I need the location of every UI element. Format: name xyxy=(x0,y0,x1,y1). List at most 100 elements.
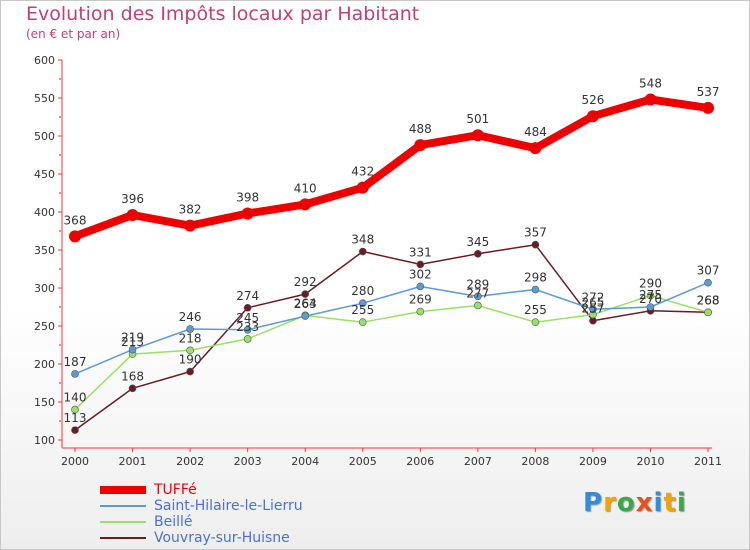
data-point-3 xyxy=(128,384,137,393)
data-label: 307 xyxy=(697,264,720,278)
data-label: 432 xyxy=(351,165,374,179)
data-point-0 xyxy=(184,219,197,232)
y-minor-tick xyxy=(59,230,61,232)
data-point-0 xyxy=(126,209,139,222)
data-label: 257 xyxy=(581,302,604,316)
legend-label: Beillé xyxy=(154,514,193,530)
data-label: 368 xyxy=(64,213,87,227)
data-point-3 xyxy=(186,367,194,376)
data-label: 298 xyxy=(524,271,547,285)
data-label: 265 xyxy=(581,296,604,310)
data-label: 348 xyxy=(351,233,374,247)
data-point-3 xyxy=(531,240,540,249)
data-point-1 xyxy=(243,325,252,334)
data-label: 233 xyxy=(236,320,259,334)
data-label: 280 xyxy=(351,284,374,298)
logo-letter: i xyxy=(676,488,687,518)
x-tick-label: 2003 xyxy=(234,455,262,468)
y-minor-tick xyxy=(59,420,61,422)
data-label: 501 xyxy=(466,112,489,126)
data-label: 268 xyxy=(697,293,720,307)
data-point-1 xyxy=(531,285,540,294)
data-label: 289 xyxy=(466,277,489,291)
y-tick-label: 250 xyxy=(34,320,55,333)
data-label: 396 xyxy=(121,192,144,206)
x-tick-label: 2009 xyxy=(579,455,607,468)
data-label: 219 xyxy=(121,331,144,345)
y-tick-label: 600 xyxy=(34,54,55,67)
y-minor-tick xyxy=(59,78,61,80)
data-point-0 xyxy=(529,142,542,155)
data-label: 302 xyxy=(409,267,432,281)
data-label: 255 xyxy=(351,303,374,317)
data-point-2 xyxy=(531,318,540,327)
data-label: 268 xyxy=(697,293,720,307)
legend-label: Vouvray-sur-Huisne xyxy=(154,530,290,546)
y-minor-tick xyxy=(59,344,61,346)
data-point-1 xyxy=(589,305,597,314)
data-point-1 xyxy=(186,325,194,333)
data-point-0 xyxy=(586,110,599,123)
data-point-1 xyxy=(646,303,655,311)
data-label: 113 xyxy=(64,411,87,425)
data-point-3 xyxy=(243,303,252,312)
data-point-3 xyxy=(301,290,310,298)
y-tick-label: 100 xyxy=(34,434,55,447)
data-point-0 xyxy=(702,101,715,114)
data-label: 292 xyxy=(294,275,317,289)
logo-letter: i xyxy=(653,488,664,518)
data-point-1 xyxy=(128,345,137,354)
data-label: 357 xyxy=(524,226,547,240)
data-label: 263 xyxy=(294,297,317,311)
y-tick-label: 500 xyxy=(34,130,55,143)
y-minor-tick xyxy=(59,306,61,308)
data-point-0 xyxy=(299,198,312,211)
data-label: 398 xyxy=(236,191,259,205)
x-tick-label: 2001 xyxy=(119,455,147,468)
data-point-2 xyxy=(416,307,425,316)
data-point-2 xyxy=(474,301,482,310)
logo-letter: P xyxy=(583,488,604,518)
x-tick-label: 2000 xyxy=(61,455,89,468)
legend-swatch xyxy=(100,537,146,539)
data-point-2 xyxy=(71,405,79,414)
x-tick-label: 2002 xyxy=(176,455,204,468)
y-tick-label: 300 xyxy=(34,282,55,295)
data-label: 264 xyxy=(294,296,317,310)
data-label: 246 xyxy=(179,310,202,324)
data-point-3 xyxy=(358,247,367,256)
x-tick-label: 2005 xyxy=(349,455,377,468)
data-point-1 xyxy=(416,282,425,291)
data-label: 331 xyxy=(409,245,432,259)
data-point-1 xyxy=(301,312,310,320)
data-label: 270 xyxy=(639,292,662,306)
legend-label: Saint-Hilaire-le-Lierru xyxy=(154,498,303,514)
logo-letter: r xyxy=(603,488,617,518)
data-label: 218 xyxy=(179,331,202,345)
data-label: 290 xyxy=(639,277,662,291)
legend-swatch xyxy=(100,505,146,507)
series-line-3 xyxy=(74,243,709,431)
x-tick-label: 2006 xyxy=(406,455,434,468)
y-minor-tick xyxy=(59,268,61,270)
data-point-2 xyxy=(646,291,655,300)
chart-subtitle: (en € et par an) xyxy=(26,27,121,41)
data-label: 488 xyxy=(409,122,432,136)
series-line-1 xyxy=(74,281,709,375)
data-point-1 xyxy=(358,299,367,308)
data-label: 537 xyxy=(697,85,720,99)
y-minor-tick xyxy=(59,382,61,384)
y-minor-tick xyxy=(59,192,61,194)
data-point-3 xyxy=(71,426,79,434)
logo-letter: x xyxy=(635,488,654,518)
series-line-0 xyxy=(71,95,712,241)
data-label: 275 xyxy=(639,288,662,302)
data-label: 526 xyxy=(581,93,604,107)
data-point-2 xyxy=(243,335,252,343)
legend-swatch xyxy=(100,521,146,523)
y-minor-tick xyxy=(59,116,61,118)
data-label: 345 xyxy=(466,235,489,249)
data-label: 410 xyxy=(294,181,317,195)
data-label: 187 xyxy=(64,355,87,369)
